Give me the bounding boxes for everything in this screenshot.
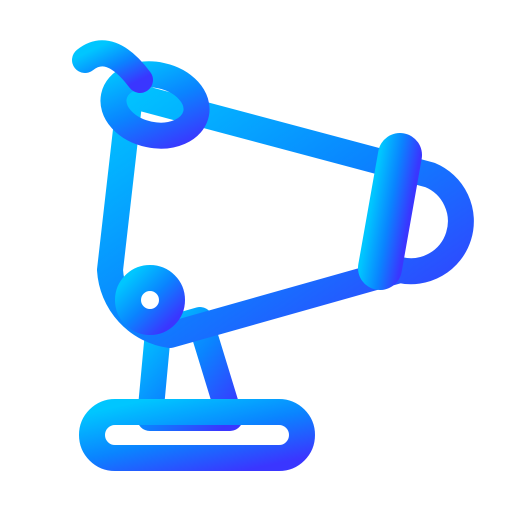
muzzle-slot (380, 155, 400, 268)
cannon-icon-container (0, 0, 512, 512)
pivot-hub (128, 278, 172, 322)
cannon-icon (0, 0, 512, 512)
base-plate (92, 412, 302, 458)
